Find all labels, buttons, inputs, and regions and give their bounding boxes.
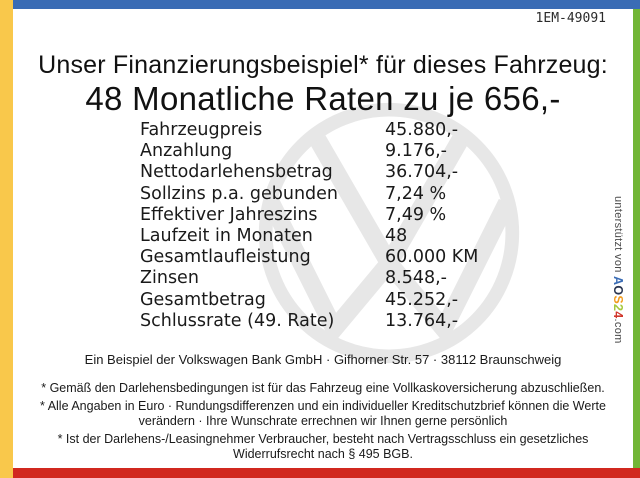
support-credit: unterstützt von AOS24.com: [611, 196, 625, 344]
table-row: Gesamtbetrag 45.252,-: [140, 290, 478, 311]
table-row: Zinsen 8.548,-: [140, 268, 478, 289]
table-row: Effektiver Jahreszins 7,49 %: [140, 205, 478, 226]
finance-table: Fahrzeugpreis 45.880,- Anzahlung 9.176,- N…: [140, 120, 478, 332]
support-prefix: unterstützt von: [612, 196, 624, 277]
footnote: * Alle Angaben in Euro · Rundungsdiffere…: [40, 399, 606, 428]
row-value: 48: [385, 226, 408, 247]
frame-left-bar: [0, 0, 13, 478]
footnote: * Gemäß den Darlehensbedingungen ist für…: [41, 381, 605, 395]
row-label: Schlussrate (49. Rate): [140, 310, 335, 331]
table-row: Anzahlung 9.176,-: [140, 141, 478, 162]
footnote: * Ist der Darlehens-/Leasingnehmer Verbr…: [57, 432, 589, 461]
aos24-logo-letter: 4: [611, 311, 625, 319]
row-label: Nettodarlehensbetrag: [140, 162, 333, 183]
aos24-logo-letter: S: [611, 295, 625, 305]
table-row: Laufzeit in Monaten 48: [140, 226, 478, 247]
table-row: Fahrzeugpreis 45.880,-: [140, 120, 478, 141]
table-row: Sollzins p.a. gebunden 7,24 %: [140, 184, 478, 205]
table-row: Gesamtlaufleistung 60.000 KM: [140, 247, 478, 268]
monthly-rate-headline: 48 Monatliche Raten zu je 656,-: [85, 80, 561, 117]
support-suffix: .com: [612, 318, 624, 344]
row-value: 9.176,-: [385, 141, 447, 162]
document-ref-number: 1EM-49091: [535, 11, 606, 26]
row-value: 60.000 KM: [385, 247, 479, 268]
aos24-logo-letter: O: [611, 285, 625, 296]
row-value: 45.252,-: [385, 289, 459, 310]
aos24-logo-letter: 2: [611, 304, 625, 312]
table-row: Schlussrate (49. Rate) 13.764,-: [140, 311, 478, 332]
row-label: Laufzeit in Monaten: [140, 226, 313, 247]
row-label: Gesamtlaufleistung: [140, 247, 311, 268]
frame-top-bar: [13, 0, 640, 9]
frame-bottom-bar: [13, 468, 640, 478]
frame-right-bar: [633, 9, 640, 468]
row-label: Fahrzeugpreis: [140, 120, 263, 140]
row-value: 45.880,-: [385, 120, 459, 140]
row-value: 36.704,-: [385, 162, 459, 183]
table-row: Nettodarlehensbetrag 36.704,-: [140, 162, 478, 183]
offer-title: Unser Finanzierungsbeispiel* für dieses …: [38, 51, 608, 79]
row-label: Sollzins p.a. gebunden: [140, 183, 339, 204]
bank-address-line: Ein Beispiel der Volkswagen Bank GmbH · …: [84, 352, 562, 367]
row-value: 7,49 %: [385, 204, 447, 225]
row-label: Gesamtbetrag: [140, 289, 266, 310]
row-label: Zinsen: [140, 268, 199, 289]
volkswagen-logo-watermark: [258, 102, 520, 364]
row-value: 13.764,-: [385, 310, 459, 331]
row-value: 8.548,-: [385, 268, 447, 289]
row-label: Anzahlung: [140, 141, 233, 162]
footer: Ein Beispiel der Volkswagen Bank GmbH · …: [13, 352, 633, 465]
row-label: Effektiver Jahreszins: [140, 204, 318, 225]
aos24-logo-letter: A: [611, 276, 625, 286]
row-value: 7,24 %: [385, 183, 447, 204]
